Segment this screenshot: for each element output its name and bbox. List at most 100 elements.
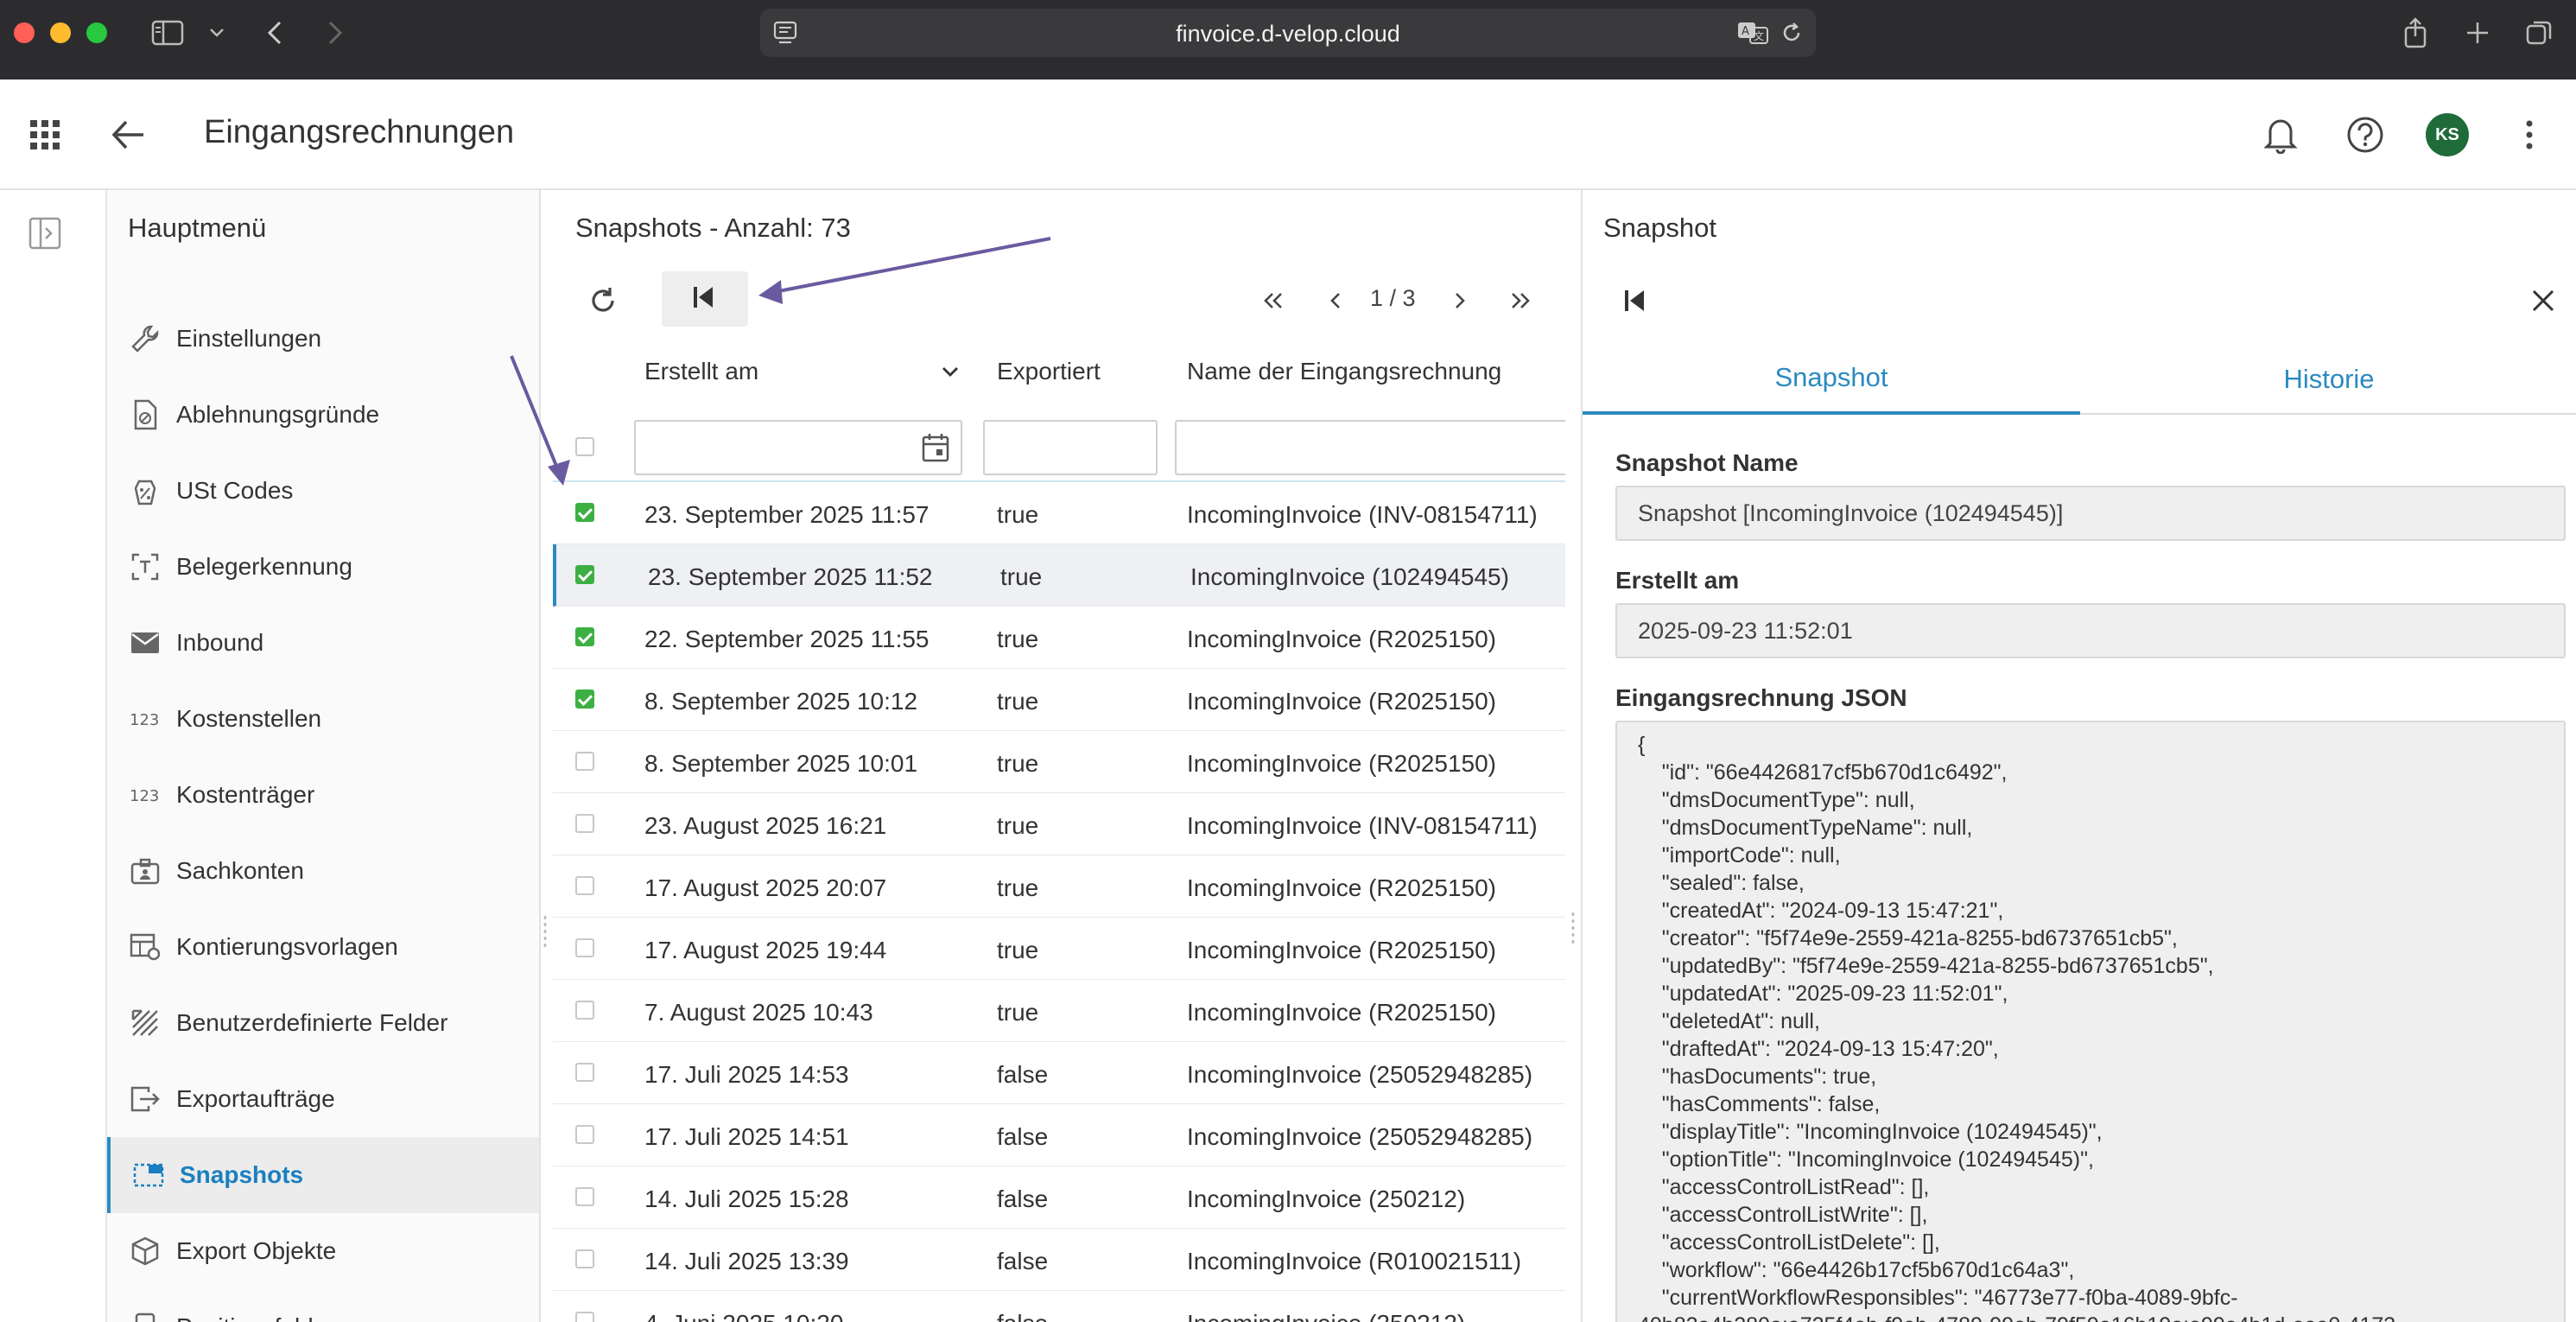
refresh-icon[interactable] bbox=[584, 282, 622, 320]
zoom-window-button[interactable] bbox=[86, 22, 107, 43]
tab-overview-icon[interactable] bbox=[2522, 14, 2557, 52]
table-row[interactable]: 17. Juli 2025 14:51 false IncomingInvoice … bbox=[553, 1104, 1565, 1166]
cell-name: IncomingInvoice (R2025150) bbox=[1187, 937, 1496, 963]
expand-sidebar-icon[interactable] bbox=[28, 216, 62, 255]
sidebar-item-benutzerdefinierte-felder[interactable]: Benutzerdefinierte Felder bbox=[107, 985, 539, 1061]
back-icon[interactable] bbox=[259, 14, 290, 52]
table-row[interactable]: 14. Juli 2025 15:28 false IncomingInvoice … bbox=[553, 1166, 1565, 1229]
sidebar-item-ablehnungsgruende[interactable]: Ablehnungsgründe bbox=[107, 377, 539, 453]
resize-handle[interactable] bbox=[542, 914, 548, 949]
row-checkbox[interactable] bbox=[575, 938, 594, 957]
table-row[interactable]: 14. Juli 2025 13:39 false IncomingInvoice … bbox=[553, 1229, 1565, 1291]
sidebar-toggle-icon[interactable] bbox=[149, 14, 187, 52]
column-header-name[interactable]: Name der Eingangsrechnung bbox=[1187, 358, 1502, 385]
table-row[interactable]: 22. September 2025 11:55 true IncomingInvo… bbox=[553, 607, 1565, 669]
json-line: "workflow": "66e4426b17cf5b670d1c64a3", bbox=[1638, 1258, 2075, 1282]
resize-handle[interactable] bbox=[1570, 911, 1576, 945]
table-row[interactable]: 7. August 2025 10:43 true IncomingInvoice … bbox=[553, 980, 1565, 1042]
table-row[interactable]: 23. September 2025 11:52 true IncomingInvo… bbox=[553, 544, 1565, 607]
table-row[interactable]: 8. September 2025 10:12 true IncomingInvoi… bbox=[553, 669, 1565, 731]
collapse-detail-button[interactable] bbox=[662, 271, 748, 327]
new-tab-icon[interactable] bbox=[2460, 14, 2495, 52]
row-checkbox[interactable] bbox=[575, 565, 594, 584]
reload-page-icon[interactable] bbox=[1780, 21, 1804, 49]
first-page-icon[interactable] bbox=[1254, 282, 1292, 320]
row-checkbox[interactable] bbox=[575, 1063, 594, 1082]
column-header-exported[interactable]: Exportiert bbox=[997, 358, 1101, 385]
table-row[interactable]: 17. August 2025 19:44 true IncomingInvoice… bbox=[553, 918, 1565, 980]
cell-created: 23. September 2025 11:57 bbox=[644, 501, 930, 528]
apps-grid-icon[interactable] bbox=[29, 119, 60, 155]
tab-historie[interactable]: Historie bbox=[2283, 364, 2375, 394]
sort-chevron-down-icon[interactable] bbox=[936, 356, 964, 387]
row-checkbox[interactable] bbox=[575, 503, 594, 522]
row-checkbox[interactable] bbox=[575, 814, 594, 833]
tab-snapshot[interactable]: Snapshot bbox=[1583, 344, 2080, 415]
collapse-panel-icon[interactable] bbox=[1617, 282, 1655, 320]
forward-icon[interactable] bbox=[320, 14, 351, 52]
sidebar-item-snapshots[interactable]: Snapshots bbox=[107, 1137, 539, 1213]
sidebar-item-ust-codes[interactable]: USt Codes bbox=[107, 453, 539, 529]
json-line: "displayTitle": "IncomingInvoice (102494… bbox=[1638, 1120, 2103, 1144]
cell-name: IncomingInvoice (R2025150) bbox=[1187, 999, 1496, 1026]
name-filter[interactable] bbox=[1175, 420, 1565, 475]
table-row[interactable]: 23. September 2025 11:57 true IncomingInvo… bbox=[553, 482, 1565, 544]
sidebar-item-einstellungen[interactable]: Einstellungen bbox=[107, 301, 539, 377]
row-checkbox[interactable] bbox=[575, 752, 594, 771]
sidebar-item-sachkonten[interactable]: Sachkonten bbox=[107, 833, 539, 909]
cell-name: IncomingInvoice (250212) bbox=[1187, 1185, 1466, 1212]
sidebar-item-kontierungsvorlagen[interactable]: Kontierungsvorlagen bbox=[107, 909, 539, 985]
sidebar-item-export-objekte[interactable]: Export Objekte bbox=[107, 1213, 539, 1289]
sidebar-item-kostenstellen[interactable]: 123 Kostenstellen bbox=[107, 681, 539, 757]
page-indicator: 1 / 3 bbox=[1370, 285, 1416, 311]
sidebar-item-inbound[interactable]: Inbound bbox=[107, 605, 539, 681]
invoice-json-textarea[interactable]: { "id": "66e4426817cf5b670d1c6492", "dms… bbox=[1615, 721, 2566, 1322]
calendar-icon[interactable] bbox=[921, 432, 950, 467]
json-line: "accessControlListDelete": [], bbox=[1638, 1230, 1940, 1255]
row-checkbox[interactable] bbox=[575, 1001, 594, 1020]
detail-title: Snapshot bbox=[1603, 213, 1716, 243]
chevron-down-icon[interactable] bbox=[204, 14, 230, 52]
table-row[interactable]: 8. September 2025 10:01 true IncomingInvoi… bbox=[553, 731, 1565, 793]
next-page-icon[interactable] bbox=[1441, 282, 1479, 320]
sidebar-item-positionsfeld[interactable]: Positionsfeld bbox=[107, 1289, 539, 1322]
close-window-button[interactable] bbox=[14, 22, 35, 43]
created-field[interactable]: 2025-09-23 11:52:01 bbox=[1615, 603, 2566, 658]
sidebar-item-belegerkennung[interactable]: Belegerkennung bbox=[107, 529, 539, 605]
created-date-filter[interactable] bbox=[634, 420, 962, 475]
exported-filter[interactable] bbox=[983, 420, 1158, 475]
row-checkbox[interactable] bbox=[575, 1125, 594, 1144]
envelope-icon bbox=[130, 627, 161, 658]
close-icon[interactable] bbox=[2524, 282, 2562, 320]
row-checkbox[interactable] bbox=[575, 876, 594, 895]
help-icon[interactable] bbox=[2346, 116, 2384, 158]
back-arrow-icon[interactable] bbox=[111, 119, 145, 155]
sidebar-item-exportauftraege[interactable]: Exportaufträge bbox=[107, 1061, 539, 1137]
row-checkbox[interactable] bbox=[575, 627, 594, 646]
more-vert-icon[interactable] bbox=[2522, 119, 2536, 155]
avatar[interactable]: KS bbox=[2426, 113, 2469, 156]
row-checkbox[interactable] bbox=[575, 1187, 594, 1206]
row-checkbox[interactable] bbox=[575, 690, 594, 709]
row-checkbox[interactable] bbox=[575, 1312, 594, 1322]
table-row[interactable]: 17. Juli 2025 14:53 false IncomingInvoice … bbox=[553, 1042, 1565, 1104]
table-row[interactable]: 17. August 2025 20:07 true IncomingInvoice… bbox=[553, 855, 1565, 918]
column-header-created[interactable]: Erstellt am bbox=[644, 358, 759, 385]
cell-name: IncomingInvoice (25052948285) bbox=[1187, 1123, 1533, 1150]
row-checkbox[interactable] bbox=[575, 1249, 594, 1268]
table-row[interactable]: 4. Juni 2025 10:20 false IncomingInvoice (… bbox=[553, 1291, 1565, 1322]
share-icon[interactable] bbox=[2398, 14, 2433, 52]
previous-page-icon[interactable] bbox=[1317, 282, 1355, 320]
minimize-window-button[interactable] bbox=[50, 22, 71, 43]
reader-icon[interactable] bbox=[772, 21, 798, 49]
last-page-icon[interactable] bbox=[1501, 282, 1539, 320]
notification-bell-icon[interactable] bbox=[2263, 114, 2298, 158]
sidebar-item-kostentraeger[interactable]: 123 Kostenträger bbox=[107, 757, 539, 833]
snapshot-name-field[interactable]: Snapshot [IncomingInvoice (102494545)] bbox=[1615, 486, 2566, 541]
svg-text:123: 123 bbox=[130, 787, 159, 804]
select-all-checkbox[interactable] bbox=[575, 437, 594, 456]
cell-name: IncomingInvoice (R2025150) bbox=[1187, 750, 1496, 777]
table-row[interactable]: 23. August 2025 16:21 true IncomingInvoice… bbox=[553, 793, 1565, 855]
